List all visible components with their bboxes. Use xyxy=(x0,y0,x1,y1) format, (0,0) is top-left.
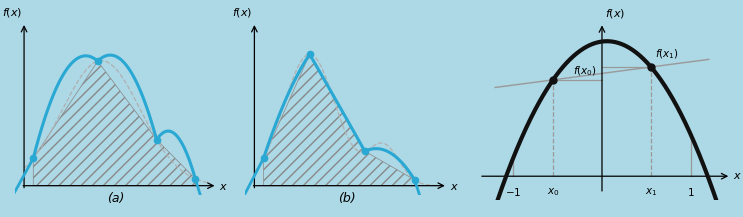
Text: (a): (a) xyxy=(108,192,125,205)
Text: $x_1$: $x_1$ xyxy=(645,186,657,198)
Text: $f(x_1)$: $f(x_1)$ xyxy=(655,48,679,61)
Text: $x_0$: $x_0$ xyxy=(547,186,559,198)
Text: $\mathit{x}$: $\mathit{x}$ xyxy=(733,171,742,181)
Text: $\mathit{f(x)}$: $\mathit{f(x)}$ xyxy=(2,6,22,19)
Text: (b): (b) xyxy=(337,192,355,205)
Text: $\mathit{x}$: $\mathit{x}$ xyxy=(219,182,228,192)
Text: $-1$: $-1$ xyxy=(504,186,521,199)
Text: $\mathit{f(x)}$: $\mathit{f(x)}$ xyxy=(233,6,253,19)
Text: $\mathit{x}$: $\mathit{x}$ xyxy=(450,182,458,192)
Text: $f(x_0)$: $f(x_0)$ xyxy=(573,65,597,78)
Text: $\mathit{f(x)}$: $\mathit{f(x)}$ xyxy=(605,7,625,20)
Text: $1$: $1$ xyxy=(687,186,695,199)
